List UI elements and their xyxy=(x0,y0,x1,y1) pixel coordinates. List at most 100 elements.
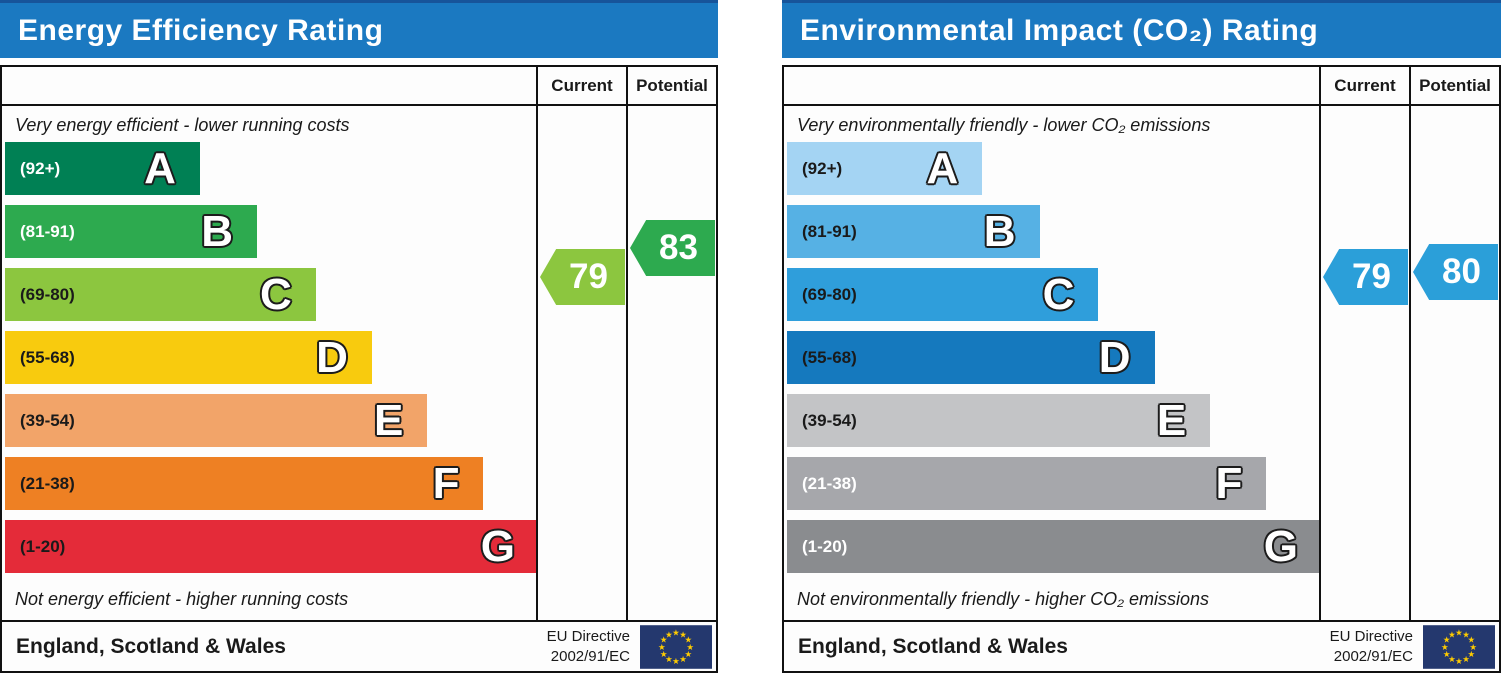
energy-efficiency-rating-chart: Energy Efficiency Rating Current Potenti… xyxy=(0,0,718,675)
band-letter: F xyxy=(432,458,460,508)
header-blank-cell xyxy=(784,67,1319,106)
band-range-label: (1-20) xyxy=(802,536,848,556)
band-letter: D xyxy=(316,332,348,382)
eu-directive-line2: 2002/91/EC xyxy=(550,647,630,665)
svg-text:★: ★ xyxy=(684,649,692,659)
header-blank-cell xyxy=(2,67,536,106)
band-row-B: (81-91) B xyxy=(787,205,1040,258)
svg-text:★: ★ xyxy=(679,655,687,665)
band-row-C: (69-80) C xyxy=(5,268,316,321)
chart-title: Energy Efficiency Rating xyxy=(18,13,384,47)
band-row-G: (1-20) G xyxy=(5,520,536,573)
current-rating-arrow: 79 xyxy=(1323,249,1408,305)
band-letter: A xyxy=(144,143,176,193)
svg-text:★: ★ xyxy=(1448,630,1456,640)
svg-text:★: ★ xyxy=(686,642,694,652)
band-row-G: (1-20) G xyxy=(787,520,1319,573)
potential-rating-arrow: 80 xyxy=(1413,244,1498,300)
band-row-C: (69-80) C xyxy=(787,268,1099,321)
bottom-caption: Not energy efficient - higher running co… xyxy=(15,589,349,609)
rating-table: Current Potential Very energy efficient … xyxy=(0,65,718,673)
band-row-A: (92+) A xyxy=(5,142,200,195)
svg-text:★: ★ xyxy=(1467,635,1475,645)
top-caption: Very environmentally friendly - lower CO… xyxy=(797,115,1211,135)
current-column-header: Current xyxy=(1319,67,1409,106)
svg-text:★: ★ xyxy=(1455,657,1463,667)
potential-value-cell: 83 xyxy=(626,106,716,620)
eu-directive-label: EU Directive 2002/91/EC xyxy=(1330,627,1413,666)
environmental-impact-rating-chart: Environmental Impact (CO₂) Rating Curren… xyxy=(782,0,1501,675)
eu-directive-line1: EU Directive xyxy=(546,628,630,645)
band-range-label: (55-68) xyxy=(802,347,857,367)
svg-text:★: ★ xyxy=(684,635,692,645)
band-row-F: (21-38) F xyxy=(787,457,1267,510)
band-range-label: (92+) xyxy=(802,158,843,178)
current-rating-arrow: 79 xyxy=(540,249,625,305)
svg-text:★: ★ xyxy=(1441,642,1449,652)
svg-text:★: ★ xyxy=(660,649,668,659)
eu-flag-icon: ★ ★ ★ ★ ★ ★ ★ ★ ★ ★ ★ ★ xyxy=(1423,624,1495,669)
svg-text:★: ★ xyxy=(679,630,687,640)
svg-text:★: ★ xyxy=(660,635,668,645)
svg-text:★: ★ xyxy=(1469,642,1477,652)
band-range-label: (92+) xyxy=(20,158,61,178)
band-letter: C xyxy=(260,269,292,319)
svg-text:★: ★ xyxy=(1455,628,1463,638)
bands-area: Very energy efficient - lower running co… xyxy=(2,106,536,620)
band-letter: C xyxy=(1042,269,1075,319)
potential-column-header: Potential xyxy=(626,67,716,106)
band-row-A: (92+) A xyxy=(787,142,983,195)
band-row-B: (81-91) B xyxy=(5,205,258,258)
band-letter: G xyxy=(1263,521,1298,571)
band-range-label: (69-80) xyxy=(20,284,75,304)
rating-bands: (92+) A (81-91) B (69-80) C (55-68) D (39-54) E (2… xyxy=(784,106,1319,620)
band-range-label: (39-54) xyxy=(20,410,75,430)
band-letter: B xyxy=(201,206,234,256)
band-letter: G xyxy=(480,521,515,571)
band-letter: F xyxy=(1215,458,1243,508)
band-range-label: (69-80) xyxy=(802,284,857,304)
region-label: England, Scotland & Wales xyxy=(16,634,286,658)
bands-area: Very environmentally friendly - lower CO… xyxy=(784,106,1319,620)
chart-title-bar: Environmental Impact (CO₂) Rating xyxy=(782,0,1501,58)
eu-directive-label: EU Directive 2002/91/EC xyxy=(547,627,630,666)
band-range-label: (81-91) xyxy=(20,221,75,241)
eu-flag-icon: ★ ★ ★ ★ ★ ★ ★ ★ ★ ★ ★ ★ xyxy=(640,624,712,669)
band-letter: B xyxy=(983,206,1016,256)
band-range-label: (21-38) xyxy=(20,473,75,493)
svg-text:★: ★ xyxy=(1443,635,1451,645)
band-letter: D xyxy=(1098,332,1131,382)
bottom-caption: Not environmentally friendly - higher CO… xyxy=(797,589,1210,609)
svg-text:★: ★ xyxy=(1443,649,1451,659)
band-range-label: (39-54) xyxy=(802,410,857,430)
current-value-cell: 79 xyxy=(536,106,626,620)
eu-directive-line2: 2002/91/EC xyxy=(1333,647,1413,665)
potential-column-header: Potential xyxy=(1409,67,1499,106)
rating-table: Current Potential Very environmentally f… xyxy=(782,65,1501,673)
band-range-label: (1-20) xyxy=(20,536,66,556)
band-range-label: (21-38) xyxy=(802,473,857,493)
band-row-E: (39-54) E xyxy=(787,394,1211,447)
band-letter: E xyxy=(374,395,404,445)
region-label: England, Scotland & Wales xyxy=(798,634,1068,658)
svg-text:★: ★ xyxy=(1462,655,1470,665)
chart-title-bar: Energy Efficiency Rating xyxy=(0,0,718,58)
band-range-label: (55-68) xyxy=(20,347,75,367)
table-footer: England, Scotland & Wales EU Directive 2… xyxy=(784,620,1499,671)
band-row-D: (55-68) D xyxy=(5,331,372,384)
potential-rating-arrow: 83 xyxy=(630,220,715,276)
table-footer: England, Scotland & Wales EU Directive 2… xyxy=(2,620,716,671)
svg-text:★: ★ xyxy=(1448,655,1456,665)
current-column-header: Current xyxy=(536,67,626,106)
chart-title: Environmental Impact (CO₂) Rating xyxy=(800,13,1319,47)
band-letter: A xyxy=(926,143,959,193)
svg-text:★: ★ xyxy=(672,657,680,667)
top-caption: Very energy efficient - lower running co… xyxy=(15,115,350,135)
svg-text:★: ★ xyxy=(1462,630,1470,640)
band-row-F: (21-38) F xyxy=(5,457,484,510)
band-letter: E xyxy=(1156,395,1187,445)
band-row-D: (55-68) D xyxy=(787,331,1155,384)
svg-text:★: ★ xyxy=(1467,649,1475,659)
potential-value-cell: 80 xyxy=(1409,106,1499,620)
svg-text:★: ★ xyxy=(665,655,673,665)
